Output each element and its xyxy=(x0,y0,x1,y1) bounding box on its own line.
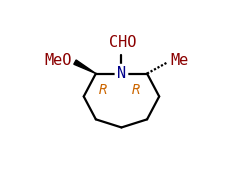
Text: R: R xyxy=(99,83,107,97)
Text: CHO: CHO xyxy=(109,35,137,50)
Text: Me: Me xyxy=(171,53,189,68)
Text: N: N xyxy=(117,66,126,81)
Text: R: R xyxy=(132,83,141,97)
Text: MeO: MeO xyxy=(44,53,72,68)
Polygon shape xyxy=(74,60,96,74)
